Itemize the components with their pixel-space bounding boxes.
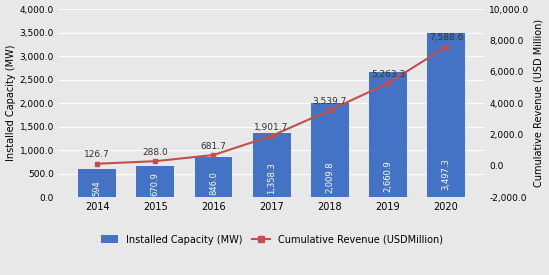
Text: 5,263.3: 5,263.3 [371,70,405,79]
Text: 7,588.6: 7,588.6 [429,34,463,42]
Text: 2,009.8: 2,009.8 [325,162,334,193]
Text: 670.9: 670.9 [151,172,160,196]
Bar [427,33,465,197]
Y-axis label: Installed Capacity (MW): Installed Capacity (MW) [5,45,15,161]
Text: 2,660.9: 2,660.9 [383,160,393,192]
Bar [137,166,174,197]
Bar [253,133,290,197]
Text: 1,901.7: 1,901.7 [254,123,289,131]
Bar [311,103,349,197]
Y-axis label: Cumulative Revenue (USD Million): Cumulative Revenue (USD Million) [534,19,544,187]
Bar [369,72,407,197]
Text: 126.7: 126.7 [85,150,110,159]
Text: 594: 594 [93,180,102,196]
Bar [194,157,232,197]
Text: 3,497.3: 3,497.3 [441,159,451,191]
Text: 846.0: 846.0 [209,172,218,196]
Text: 1,358.3: 1,358.3 [267,163,276,194]
Text: 681.7: 681.7 [200,142,226,151]
Text: 288.0: 288.0 [142,148,168,157]
Text: 3,539.7: 3,539.7 [312,97,347,106]
Bar [79,169,116,197]
Legend: Installed Capacity (MW), Cumulative Revenue (USDMillion): Installed Capacity (MW), Cumulative Reve… [97,231,446,249]
